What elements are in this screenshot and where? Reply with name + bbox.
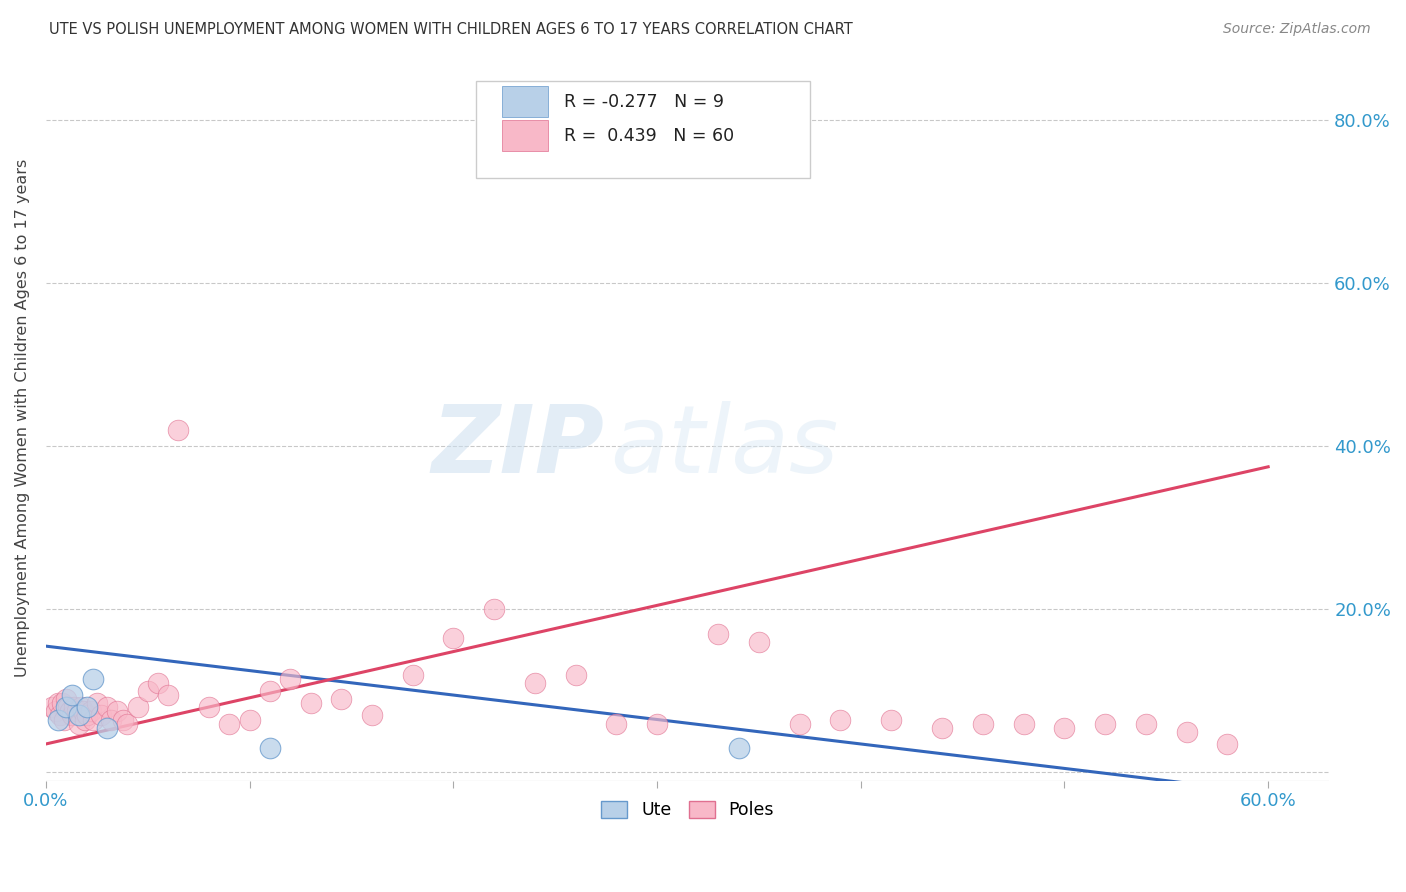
Point bbox=[1175, 724, 1198, 739]
Point bbox=[90, 708, 112, 723]
Point bbox=[523, 676, 546, 690]
Point bbox=[299, 696, 322, 710]
Point bbox=[280, 672, 302, 686]
Point bbox=[157, 688, 180, 702]
Point bbox=[727, 741, 749, 756]
Point bbox=[482, 602, 505, 616]
Point bbox=[748, 635, 770, 649]
Legend: Ute, Poles: Ute, Poles bbox=[595, 794, 782, 826]
Point bbox=[972, 716, 994, 731]
Point bbox=[361, 708, 384, 723]
Point bbox=[67, 716, 90, 731]
Point bbox=[72, 704, 94, 718]
Point bbox=[46, 713, 69, 727]
Point bbox=[49, 708, 72, 723]
Point bbox=[931, 721, 953, 735]
Point bbox=[167, 423, 190, 437]
Point bbox=[259, 684, 281, 698]
Point bbox=[63, 700, 86, 714]
Point bbox=[441, 631, 464, 645]
Point bbox=[59, 704, 82, 718]
Point bbox=[239, 713, 262, 727]
Point bbox=[218, 716, 240, 731]
Point bbox=[146, 676, 169, 690]
Point bbox=[96, 700, 118, 714]
Point bbox=[86, 696, 108, 710]
Point bbox=[198, 700, 221, 714]
Text: R = -0.277   N = 9: R = -0.277 N = 9 bbox=[564, 93, 724, 111]
FancyBboxPatch shape bbox=[502, 120, 548, 151]
Point bbox=[707, 627, 730, 641]
Point bbox=[259, 741, 281, 756]
Y-axis label: Unemployment Among Women with Children Ages 6 to 17 years: Unemployment Among Women with Children A… bbox=[15, 159, 30, 677]
Point bbox=[605, 716, 627, 731]
Point bbox=[830, 713, 852, 727]
Point bbox=[82, 672, 104, 686]
FancyBboxPatch shape bbox=[502, 87, 548, 117]
Point bbox=[67, 708, 90, 723]
Point bbox=[564, 667, 586, 681]
Point bbox=[76, 700, 98, 714]
Text: UTE VS POLISH UNEMPLOYMENT AMONG WOMEN WITH CHILDREN AGES 6 TO 17 YEARS CORRELAT: UTE VS POLISH UNEMPLOYMENT AMONG WOMEN W… bbox=[49, 22, 853, 37]
Point bbox=[62, 688, 84, 702]
Point bbox=[41, 700, 63, 714]
Text: Source: ZipAtlas.com: Source: ZipAtlas.com bbox=[1223, 22, 1371, 37]
Point bbox=[401, 667, 423, 681]
Point bbox=[112, 713, 135, 727]
Text: ZIP: ZIP bbox=[432, 401, 605, 493]
Point bbox=[82, 713, 104, 727]
Point bbox=[53, 713, 76, 727]
Point bbox=[1053, 721, 1076, 735]
Point bbox=[127, 700, 149, 714]
Point bbox=[1135, 716, 1157, 731]
FancyBboxPatch shape bbox=[475, 80, 810, 178]
Point bbox=[105, 704, 128, 718]
Point bbox=[65, 704, 87, 718]
Point bbox=[46, 696, 69, 710]
Point bbox=[645, 716, 668, 731]
Text: R =  0.439   N = 60: R = 0.439 N = 60 bbox=[564, 127, 734, 145]
Point bbox=[789, 716, 811, 731]
Point bbox=[58, 700, 80, 714]
Point bbox=[80, 704, 103, 718]
Point bbox=[330, 692, 353, 706]
Point bbox=[100, 713, 122, 727]
Point bbox=[136, 684, 159, 698]
Point bbox=[1094, 716, 1116, 731]
Point bbox=[51, 696, 73, 710]
Point bbox=[45, 704, 67, 718]
Point bbox=[76, 708, 98, 723]
Point bbox=[73, 713, 96, 727]
Point bbox=[117, 716, 139, 731]
Point bbox=[62, 708, 84, 723]
Point bbox=[1216, 737, 1239, 751]
Point bbox=[55, 692, 77, 706]
Point bbox=[55, 700, 77, 714]
Point bbox=[96, 721, 118, 735]
Point bbox=[69, 700, 91, 714]
Point bbox=[880, 713, 903, 727]
Text: atlas: atlas bbox=[610, 401, 839, 492]
Point bbox=[1012, 716, 1035, 731]
